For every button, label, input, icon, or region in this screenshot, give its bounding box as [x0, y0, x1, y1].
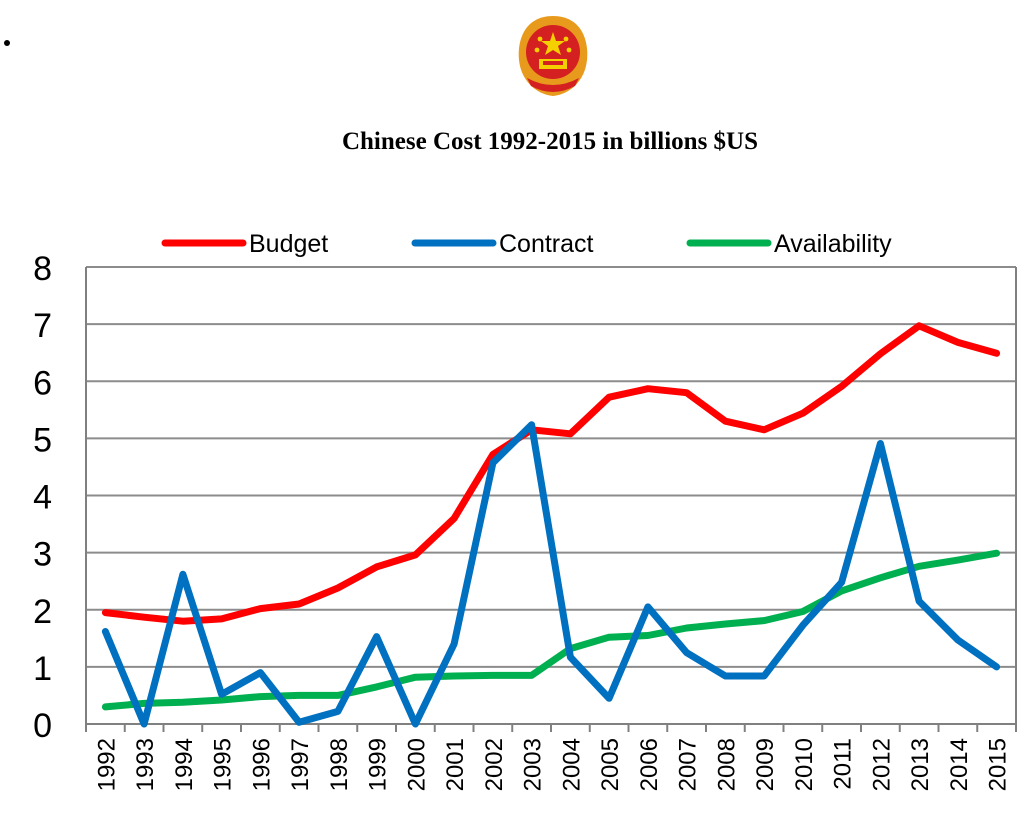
x-tick-label: 2011 [830, 738, 857, 790]
x-tick-label: 2008 [713, 738, 740, 791]
y-tick-label: 6 [33, 364, 52, 402]
x-tick-label: 1996 [248, 738, 275, 791]
legend-label-availability: Availability [774, 230, 892, 258]
y-tick-label: 3 [33, 536, 52, 574]
x-tick-label: 1995 [210, 738, 237, 791]
x-tick-label: 2000 [403, 738, 430, 791]
x-tick-label: 2015 [985, 738, 1012, 791]
x-tick-label: 1994 [171, 738, 198, 791]
y-tick-label: 0 [33, 707, 52, 745]
y-tick-label: 5 [33, 421, 52, 459]
x-tick-label: 2012 [868, 738, 895, 791]
x-tick-label: 1998 [326, 738, 353, 791]
x-tick-label: 1997 [287, 738, 314, 791]
y-tick-label: 2 [33, 593, 52, 631]
x-tick-label: 1992 [93, 738, 120, 791]
y-tick-label: 8 [33, 250, 52, 288]
series-line-availability [101, 549, 1001, 711]
x-tick-label: 2001 [442, 738, 469, 791]
series-line-budget [101, 322, 1001, 625]
x-tick-label: 1993 [132, 738, 159, 791]
x-tick-label: 2013 [907, 738, 934, 791]
series-line-contract [101, 421, 1001, 728]
x-tick-label: 1999 [365, 738, 392, 791]
x-tick-label: 2009 [752, 738, 779, 791]
chart-title: Chinese Cost 1992-2015 in billions $US [341, 128, 759, 155]
x-tick-label: 2005 [597, 738, 624, 791]
x-tick-label: 2014 [946, 738, 973, 791]
corner-dot [4, 40, 10, 46]
x-tick-label: 2002 [481, 738, 508, 791]
national-emblem-icon [518, 16, 588, 96]
legend-label-contract: Contract [499, 230, 594, 258]
y-tick-label: 7 [33, 307, 52, 345]
x-tick-label: 2004 [558, 738, 585, 791]
x-tick-label: 2010 [791, 738, 818, 791]
x-tick-label: 2003 [520, 738, 547, 791]
x-tick-label: 2007 [675, 738, 702, 791]
y-tick-label: 4 [33, 479, 52, 517]
x-tick-label: 2006 [636, 738, 663, 791]
legend-label-budget: Budget [249, 230, 328, 258]
y-tick-label: 1 [33, 650, 52, 688]
